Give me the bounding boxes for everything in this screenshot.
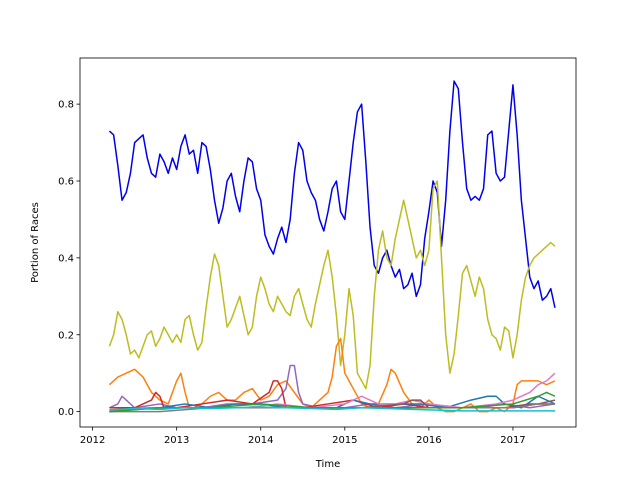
x-tick-label: 2012 (80, 435, 105, 446)
x-axis-title: Time (315, 459, 340, 470)
y-tick-label: 0.6 (58, 177, 74, 188)
series-line-2 (108, 337, 556, 413)
x-tick-label: 2013 (164, 435, 189, 446)
y-tick-label: 0.4 (58, 253, 74, 264)
y-axis-title: Portion of Races (30, 202, 41, 283)
series-layer (108, 80, 556, 413)
series-line-5 (109, 395, 556, 413)
plot-area-frame (79, 57, 577, 428)
x-tick-label: 2016 (416, 435, 441, 446)
series-line-0 (108, 80, 556, 309)
x-tick-label: 2017 (500, 435, 525, 446)
series-line-1 (108, 180, 556, 390)
y-tick-label: 0.0 (58, 407, 74, 418)
y-tick-label: 0.2 (58, 330, 74, 341)
x-tick-label: 2014 (248, 435, 273, 446)
series-line-10 (109, 406, 555, 412)
tick-layer: 2012 2013 2014 2015 2016 2017 0.0 0.2 0.4 0.6 0.8 (58, 100, 526, 446)
x-tick-label: 2015 (332, 435, 357, 446)
y-tick-label: 0.8 (58, 100, 74, 111)
